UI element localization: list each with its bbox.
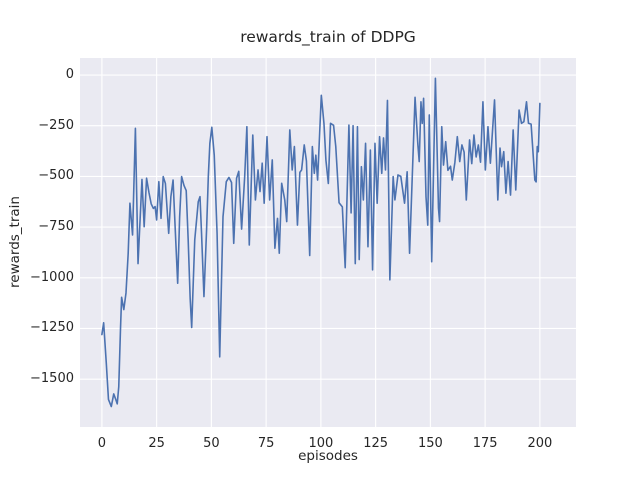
plot-svg bbox=[80, 58, 576, 427]
y-tick-label: −250 bbox=[38, 117, 74, 133]
x-tick-label: 125 bbox=[363, 436, 389, 451]
x-tick-label: 175 bbox=[472, 436, 498, 451]
x-tick-label: 75 bbox=[257, 436, 275, 451]
x-tick-label: 100 bbox=[308, 436, 334, 451]
y-tick-label: −1250 bbox=[30, 320, 74, 336]
y-tick-label: −1500 bbox=[30, 371, 74, 387]
x-axis-label: episodes bbox=[298, 448, 358, 464]
x-tick-label: 25 bbox=[148, 436, 165, 451]
y-axis-label: rewards_train bbox=[7, 196, 23, 288]
plot-area bbox=[80, 58, 576, 427]
x-tick-label: 150 bbox=[417, 436, 443, 451]
y-tick-label: −750 bbox=[38, 219, 74, 235]
x-tick-label: 200 bbox=[527, 436, 553, 451]
x-tick-label: 0 bbox=[97, 436, 107, 451]
series-line bbox=[101, 77, 541, 408]
chart-title: rewards_train of DDPG bbox=[240, 28, 416, 46]
y-tick-label: −500 bbox=[38, 168, 74, 184]
y-tick-label: 0 bbox=[65, 67, 74, 83]
x-tick-label: 50 bbox=[203, 436, 220, 451]
y-tick-label: −1000 bbox=[30, 269, 74, 285]
